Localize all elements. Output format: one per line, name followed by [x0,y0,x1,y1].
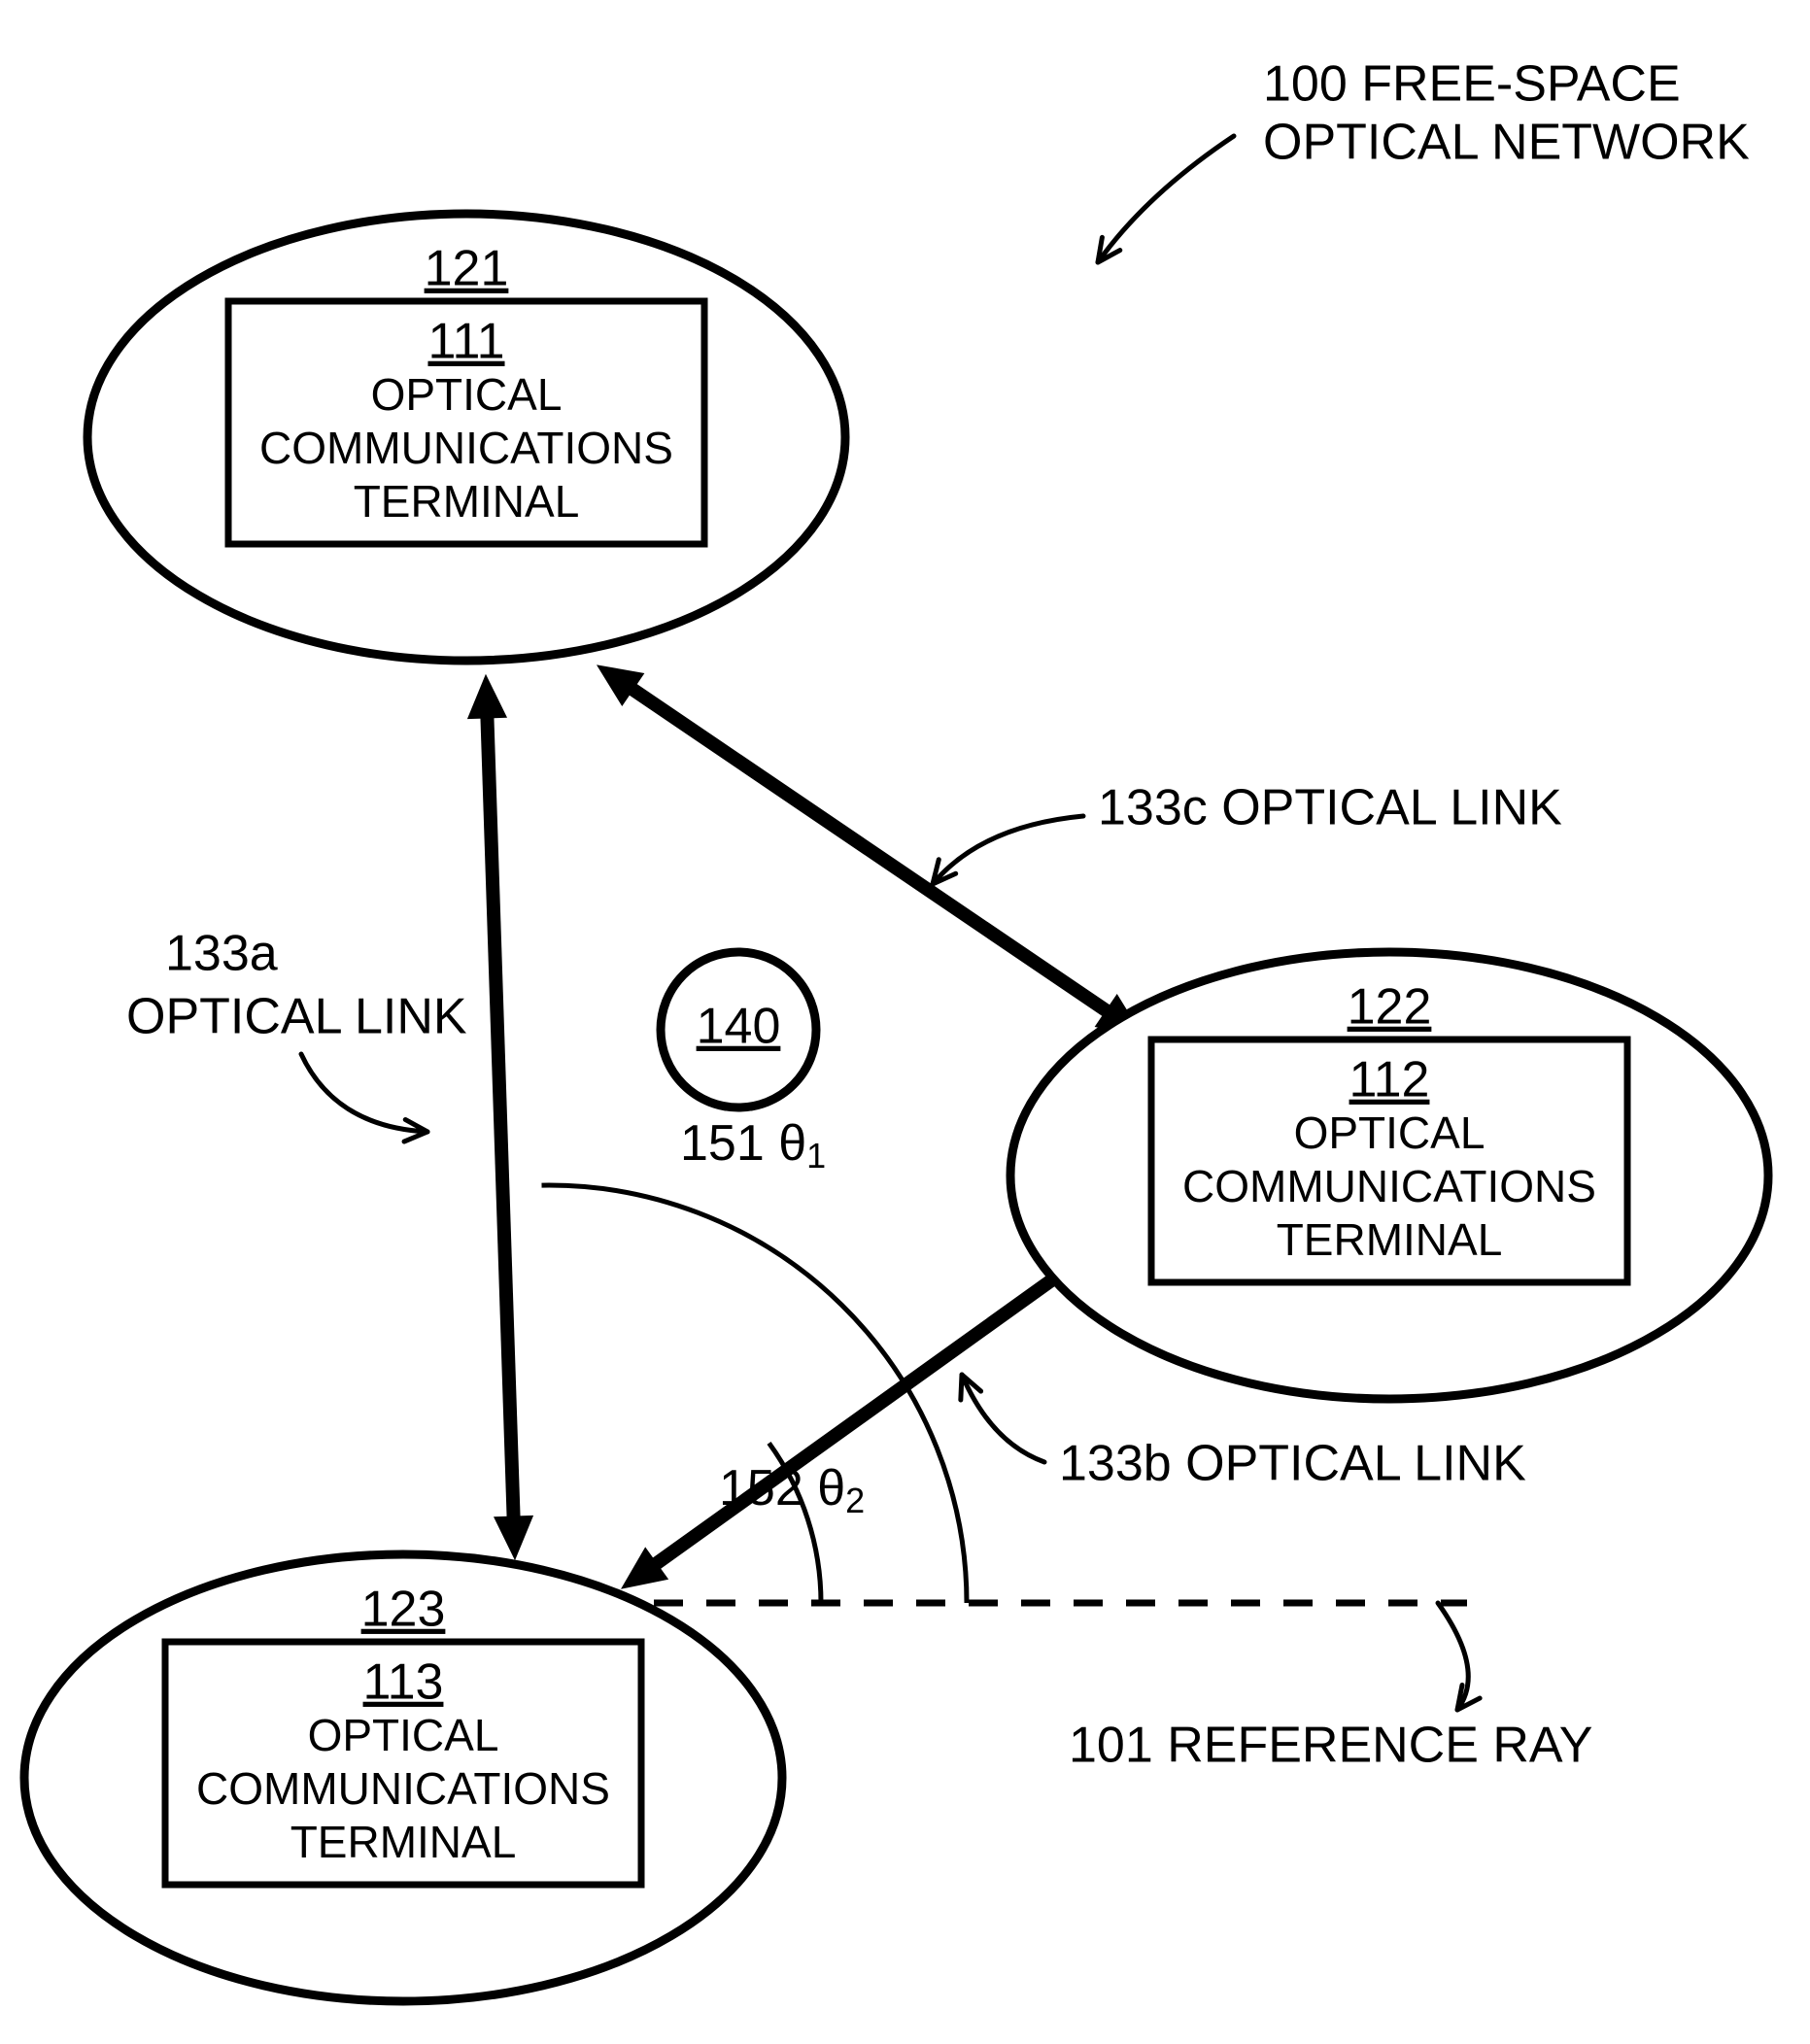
term-l2-n123: COMMUNICATIONS [196,1763,610,1814]
title-line1: 100 FREE-SPACE [1263,56,1681,113]
angle-label-152: 152 θ2 [719,1460,865,1520]
pointer-reference-ray [1438,1603,1468,1710]
term-l3-n121: TERMINAL [354,476,580,527]
term-l1-n122: OPTICAL [1294,1107,1486,1158]
label-reference-ray: 101 REFERENCE RAY [1069,1718,1592,1774]
title-line2: OPTICAL NETWORK [1263,115,1750,171]
angle-label-151: 151 θ1 [680,1115,826,1175]
term-l2-n122: COMMUNICATIONS [1182,1161,1596,1211]
center-ref: 140 [697,999,781,1055]
link133b [642,1234,1115,1573]
term-l3-n123: TERMINAL [290,1817,517,1867]
label-133b: 133b OPTICAL LINK [1059,1436,1526,1492]
ellipse-ref-n123: 123 [361,1582,446,1638]
term-l1-n123: OPTICAL [308,1710,499,1760]
rect-ref-n121: 111 [427,314,504,370]
label-133c: 133c OPTICAL LINK [1098,780,1562,836]
arrowhead [468,675,507,719]
rect-ref-n123: 113 [363,1654,444,1711]
term-l3-n122: TERMINAL [1277,1214,1503,1265]
label-133a-text: OPTICAL LINK [126,989,467,1045]
term-l1-n121: OPTICAL [371,369,563,420]
rect-ref-n122: 112 [1349,1052,1430,1108]
link133a [487,700,514,1533]
ellipse-ref-n121: 121 [425,241,509,297]
arrowhead [495,1516,533,1559]
title-pointer [1098,136,1234,262]
ellipse-ref-n122: 122 [1348,979,1432,1036]
label-133a-ref: 133a [165,926,278,982]
term-l2-n121: COMMUNICATIONS [259,423,673,473]
